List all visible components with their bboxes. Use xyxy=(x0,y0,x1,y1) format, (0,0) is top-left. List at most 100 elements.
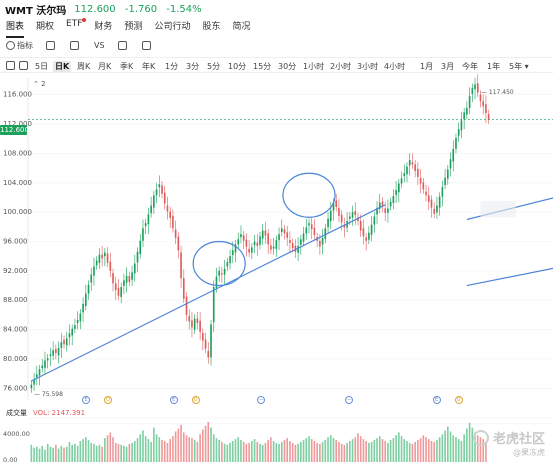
candle-body xyxy=(106,253,109,263)
volume-bar xyxy=(226,444,229,462)
volume-bar xyxy=(234,439,237,462)
event-marker-icon[interactable]: E xyxy=(432,396,441,404)
candle-body xyxy=(248,248,250,253)
period-2h[interactable]: 2小时 xyxy=(330,62,352,71)
period-10min[interactable]: 10分 xyxy=(228,62,247,71)
chart-style-button[interactable] xyxy=(117,40,129,50)
volume-bar xyxy=(417,440,419,462)
period-yearly[interactable]: 年K xyxy=(142,62,156,71)
volume-bar xyxy=(223,443,226,462)
period-3h[interactable]: 3小时 xyxy=(357,62,379,71)
volume-bar xyxy=(136,438,139,462)
tab-corporate-actions[interactable]: 公司行动 xyxy=(154,22,191,32)
chart-icon xyxy=(117,40,127,50)
volume-bar xyxy=(98,444,101,462)
candle-body xyxy=(474,84,476,90)
compare-button[interactable]: VS xyxy=(94,40,105,50)
period-1h[interactable]: 1小时 xyxy=(303,62,325,71)
draw-button[interactable] xyxy=(141,40,153,50)
period-5d[interactable]: 5日 xyxy=(35,62,49,71)
candle-body xyxy=(349,216,351,219)
tab-etf[interactable]: ETF xyxy=(66,18,87,35)
candle-body xyxy=(392,195,395,203)
volume-bar xyxy=(406,441,408,462)
volume-bar xyxy=(278,443,280,462)
period-4h[interactable]: 4小时 xyxy=(384,62,406,71)
candlestick-chart[interactable]: 116.000 112.000 108.000 104.000 100.000 96.00… xyxy=(0,0,553,400)
candle-body xyxy=(419,178,422,184)
candle-body xyxy=(144,223,147,227)
candle-body xyxy=(52,350,54,356)
tab-options[interactable]: 期权 xyxy=(36,22,55,32)
candle-body xyxy=(46,358,49,361)
y-tick-label: 96.000 xyxy=(3,238,28,246)
event-marker-icon[interactable]: D xyxy=(191,396,200,404)
period-weekly[interactable]: 周K xyxy=(77,62,91,71)
candle-body xyxy=(272,246,275,249)
tab-shareholders[interactable]: 股东 xyxy=(202,22,221,32)
event-marker-icon[interactable]: — xyxy=(257,396,266,404)
candle-body xyxy=(166,205,169,212)
period-15min[interactable]: 15分 xyxy=(253,62,272,71)
tab-forecast[interactable]: 预测 xyxy=(124,22,143,32)
candle-body xyxy=(384,208,387,213)
period-monthly[interactable]: 月K xyxy=(98,62,112,71)
period-5min[interactable]: 5分 xyxy=(207,62,221,71)
volume-bar xyxy=(237,437,240,462)
layout-button[interactable] xyxy=(46,40,57,50)
volume-bar xyxy=(403,439,406,462)
volume-bar xyxy=(71,444,74,462)
eye-icon xyxy=(6,40,15,50)
period-ytd[interactable]: 今年 xyxy=(462,62,478,71)
candle-body xyxy=(128,276,131,282)
tab-profile[interactable]: 简况 xyxy=(232,22,251,32)
event-marker-icon[interactable]: D xyxy=(104,396,113,404)
volume-bar xyxy=(120,444,122,462)
volume-bar xyxy=(370,441,373,462)
period-5y-dropdown[interactable]: 5年 ▾ xyxy=(509,62,529,71)
event-marker-icon[interactable]: — xyxy=(344,396,353,404)
y-tick-label: 116.000 xyxy=(3,91,32,99)
candle-body xyxy=(33,379,35,385)
volume-bar xyxy=(144,436,147,462)
volume-bar xyxy=(346,442,348,462)
tab-chart[interactable]: 图表 xyxy=(6,19,25,38)
candle-body xyxy=(226,262,229,267)
candle-body xyxy=(136,251,139,263)
candle-body xyxy=(373,216,376,225)
event-marker-icon[interactable]: E xyxy=(169,396,178,404)
candle-body xyxy=(479,94,482,102)
volume-bar xyxy=(389,440,392,462)
volume-bar xyxy=(199,434,201,462)
layout-toggle-icon[interactable] xyxy=(19,61,28,70)
indicator-button[interactable]: 指标 xyxy=(6,40,33,51)
volume-bar xyxy=(313,441,316,462)
period-30min[interactable]: 30分 xyxy=(278,62,297,71)
sidebar-toggle-icon[interactable] xyxy=(6,61,15,70)
period-3m[interactable]: 3月 xyxy=(441,62,455,71)
tab-financials[interactable]: 财务 xyxy=(94,22,113,32)
candle-body xyxy=(406,166,408,175)
period-1m[interactable]: 1月 xyxy=(420,62,434,71)
collapse-indicator[interactable]: ⌃ 2 xyxy=(33,80,46,88)
period-3min[interactable]: 3分 xyxy=(186,62,200,71)
frame-button[interactable] xyxy=(70,40,81,50)
candle-body xyxy=(150,205,152,214)
period-1y[interactable]: 1年 xyxy=(487,62,501,71)
candle-body xyxy=(476,83,479,93)
watermark: 老虎社区 xyxy=(472,428,545,447)
y-tick-label: 92.000 xyxy=(3,267,28,275)
period-daily[interactable]: 日K xyxy=(53,61,72,72)
candle-body xyxy=(321,237,324,245)
annotation-circle xyxy=(192,240,246,287)
event-marker-icon[interactable]: E xyxy=(82,396,91,404)
candle-body xyxy=(87,284,90,294)
volume-bar xyxy=(163,441,166,462)
candle-body xyxy=(185,296,188,315)
period-quarterly[interactable]: 季K xyxy=(120,62,134,71)
candle-body xyxy=(485,104,487,114)
event-marker-icon[interactable]: D xyxy=(454,396,463,404)
period-1min[interactable]: 1分 xyxy=(165,62,179,71)
candle-body xyxy=(84,293,87,307)
candle-body xyxy=(147,214,150,225)
